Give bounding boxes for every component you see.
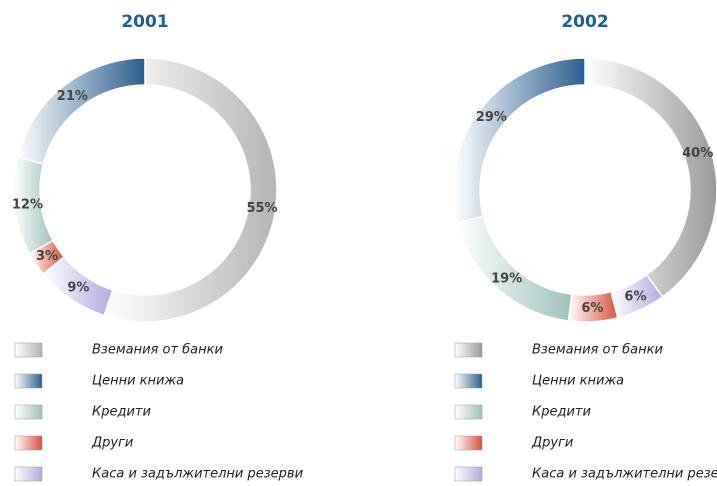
legend-label: Кредити: [532, 405, 591, 420]
legend-label: Ценни книжа: [92, 374, 184, 389]
value-label: 3%: [36, 249, 58, 264]
legend-swatch: [454, 435, 483, 451]
legend-swatch: [454, 466, 483, 482]
legend-swatch: [454, 342, 483, 358]
chart-title: 2002: [561, 12, 608, 32]
chart-title: 2001: [121, 12, 168, 32]
legend-label: Каса и задължителни резерви: [532, 467, 717, 482]
legend-swatch: [14, 342, 43, 358]
donut-slice: [42, 255, 114, 317]
donut-slice: [28, 239, 66, 276]
value-label: 9%: [67, 281, 89, 296]
value-label: 55%: [246, 201, 277, 216]
legend-label: Други: [531, 436, 573, 451]
legend-label: Други: [91, 436, 133, 451]
value-label: 19%: [491, 271, 522, 286]
donut-slice: [456, 215, 573, 322]
legend-swatch: [454, 373, 483, 389]
legend-swatch: [14, 435, 43, 451]
value-label: 29%: [476, 110, 507, 125]
donut-slice: [567, 290, 619, 323]
donut-slice: [452, 57, 586, 224]
value-label: 6%: [581, 301, 603, 316]
value-label: 40%: [682, 146, 713, 161]
donut-slice: [103, 57, 278, 323]
donut-slice: [610, 273, 664, 319]
legend-label: Кредити: [92, 405, 151, 420]
legend-swatch: [14, 404, 43, 420]
legend-swatch: [14, 373, 43, 389]
donut-slice: [16, 57, 146, 165]
legend-swatch: [14, 466, 43, 482]
legend-label: Вземания от банки: [92, 343, 223, 358]
value-label: 12%: [12, 197, 43, 212]
donut-slice: [584, 57, 717, 298]
value-label: 6%: [624, 290, 646, 305]
legend-label: Каса и задължителни резерви: [92, 467, 303, 482]
legend-label: Ценни книжа: [532, 374, 624, 389]
legend-swatch: [454, 404, 483, 420]
donut-slice: [12, 156, 55, 255]
legend-label: Вземания от банки: [532, 343, 663, 358]
value-label: 21%: [57, 89, 88, 104]
